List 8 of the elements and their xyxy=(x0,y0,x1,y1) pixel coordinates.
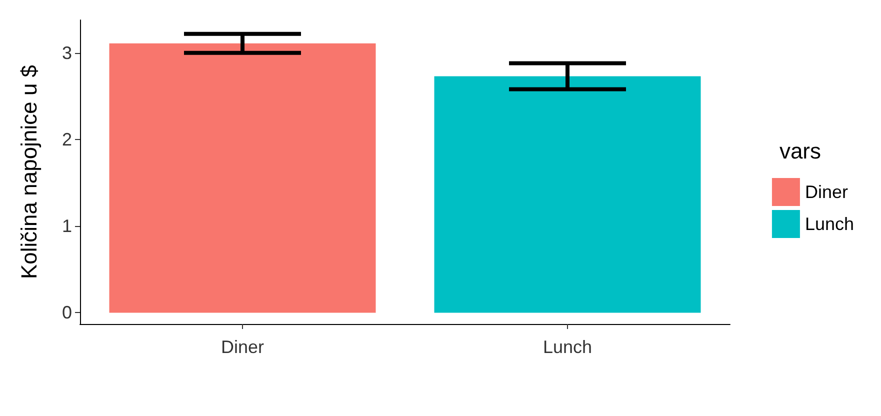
y-tick-label: 1 xyxy=(62,216,72,236)
y-tick-label: 3 xyxy=(62,42,72,63)
y-tick-label: 0 xyxy=(62,302,72,323)
legend-label: Lunch xyxy=(804,214,854,234)
y-axis-title: Količina napojnice u $ xyxy=(16,64,42,280)
legend-title: vars xyxy=(779,138,821,164)
y-tick-label: 2 xyxy=(62,130,72,150)
legend-label: Diner xyxy=(804,182,848,202)
